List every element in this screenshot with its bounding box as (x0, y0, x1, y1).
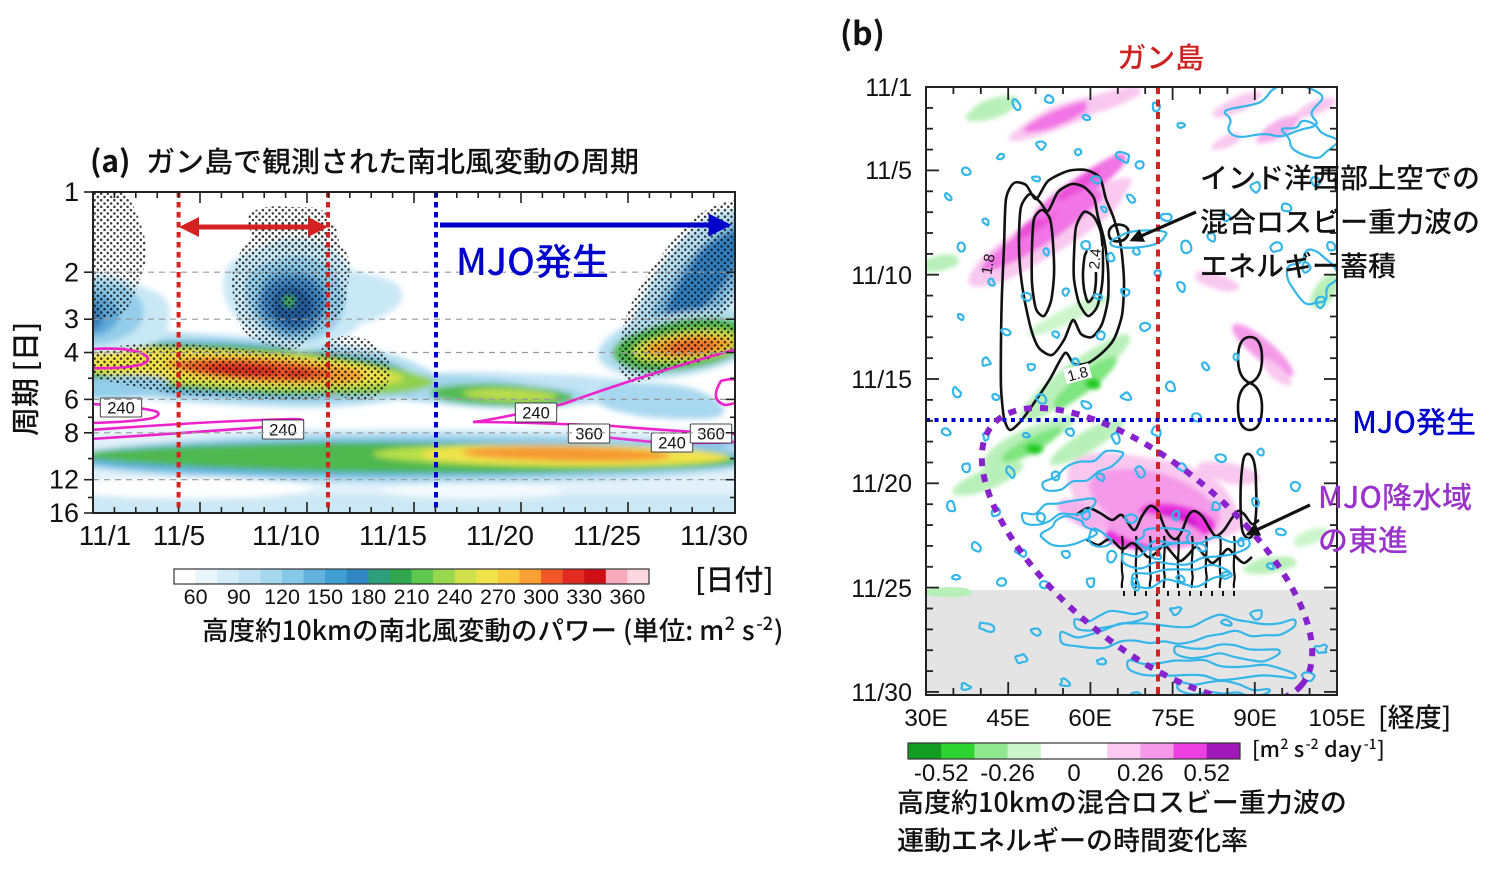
svg-text:0.52: 0.52 (1183, 760, 1230, 787)
svg-text:1: 1 (64, 177, 79, 207)
svg-text:11/5: 11/5 (153, 520, 205, 551)
svg-text:1.8: 1.8 (1066, 364, 1091, 386)
svg-text:11/5: 11/5 (865, 157, 912, 185)
svg-text:45E: 45E (986, 705, 1030, 732)
svg-text:270: 270 (480, 585, 516, 609)
svg-text:4: 4 (64, 338, 79, 368)
svg-text:11/30: 11/30 (680, 520, 748, 551)
svg-text:360: 360 (609, 585, 645, 609)
svg-text:2.4: 2.4 (1086, 248, 1105, 270)
svg-text:8: 8 (64, 418, 79, 448)
svg-text:3: 3 (64, 304, 79, 334)
svg-text:360: 360 (575, 426, 603, 444)
svg-text:11/20: 11/20 (466, 520, 534, 551)
svg-text:0.26: 0.26 (1117, 760, 1164, 787)
svg-text:240: 240 (107, 400, 135, 418)
svg-text:11/25: 11/25 (573, 520, 641, 551)
svg-text:6: 6 (64, 384, 79, 414)
svg-text:-0.52: -0.52 (914, 760, 969, 787)
svg-text:1.8: 1.8 (978, 252, 998, 275)
svg-text:240: 240 (522, 405, 550, 423)
svg-text:0: 0 (1067, 760, 1080, 787)
svg-text:120: 120 (264, 585, 300, 609)
svg-text:11/30: 11/30 (851, 679, 912, 707)
svg-text:11/1: 11/1 (79, 520, 131, 551)
svg-text:60: 60 (184, 585, 208, 609)
svg-text:240: 240 (658, 435, 686, 453)
svg-text:16: 16 (49, 498, 79, 528)
svg-text:240: 240 (437, 585, 473, 609)
svg-text:105E: 105E (1308, 705, 1365, 732)
svg-text:11/1: 11/1 (865, 74, 912, 102)
svg-text:11/10: 11/10 (252, 520, 320, 551)
svg-text:240: 240 (269, 422, 297, 440)
svg-text:210: 210 (394, 585, 430, 609)
svg-text:11/15: 11/15 (851, 366, 912, 394)
svg-text:90E: 90E (1233, 705, 1277, 732)
svg-text:11/20: 11/20 (851, 470, 912, 498)
svg-text:11/10: 11/10 (851, 262, 912, 290)
svg-text:11/25: 11/25 (851, 575, 912, 603)
svg-text:90: 90 (227, 585, 251, 609)
svg-text:60E: 60E (1068, 705, 1112, 732)
svg-text:360: 360 (697, 426, 725, 444)
svg-text:180: 180 (350, 585, 386, 609)
svg-text:-0.26: -0.26 (980, 760, 1035, 787)
svg-text:12: 12 (49, 465, 79, 495)
svg-text:330: 330 (566, 585, 602, 609)
svg-text:2: 2 (64, 257, 79, 287)
svg-text:300: 300 (523, 585, 559, 609)
svg-text:11/15: 11/15 (359, 520, 427, 551)
svg-text:75E: 75E (1151, 705, 1195, 732)
svg-text:30E: 30E (904, 705, 948, 732)
svg-text:150: 150 (307, 585, 343, 609)
